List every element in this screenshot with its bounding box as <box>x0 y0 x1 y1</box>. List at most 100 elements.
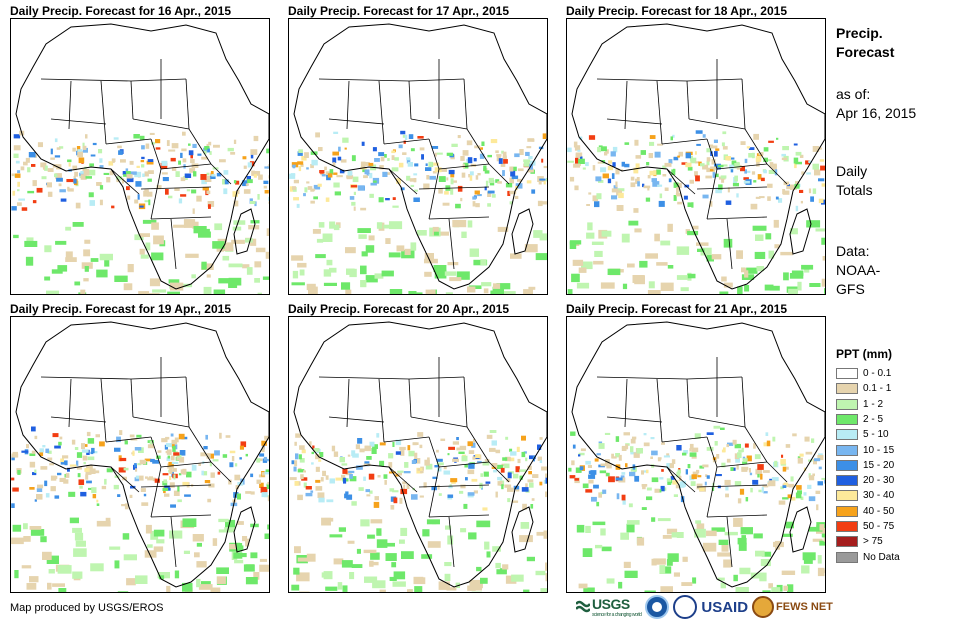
precip-cell <box>662 535 672 539</box>
precip-cell <box>663 455 670 458</box>
precip-cell <box>265 251 269 259</box>
precip-cell <box>306 283 316 291</box>
precip-cell <box>670 136 673 141</box>
precip-cell <box>650 437 655 440</box>
precip-cell <box>147 191 153 197</box>
precip-cell <box>753 180 757 183</box>
precip-cell <box>325 197 330 202</box>
agency-logos: USGS science for a changing world USAID F… <box>576 592 833 622</box>
precip-cell <box>311 159 318 166</box>
precip-cell <box>504 484 512 488</box>
precip-cell <box>721 276 727 282</box>
precip-cell <box>724 531 738 536</box>
precip-cell <box>520 522 530 529</box>
country-border <box>744 128 768 165</box>
precip-cell <box>134 199 139 204</box>
fews-globe-icon <box>752 596 775 618</box>
precip-cell <box>267 496 269 502</box>
precip-cell <box>721 449 726 453</box>
precip-cell <box>139 135 145 140</box>
precip-cell <box>207 498 212 503</box>
precip-cell <box>588 192 592 195</box>
precip-cell <box>320 477 324 482</box>
precip-cell <box>673 168 676 172</box>
precip-cell <box>745 497 749 502</box>
precip-cell <box>433 162 439 166</box>
precip-cell <box>737 286 743 294</box>
precip-cell <box>45 448 50 453</box>
precip-cell <box>517 458 521 464</box>
precip-cell <box>85 134 88 139</box>
precip-cell <box>96 182 102 186</box>
precip-cell <box>618 581 623 589</box>
precip-cell <box>315 486 323 491</box>
precip-cell <box>264 435 269 440</box>
precip-cell <box>507 190 511 196</box>
precip-cell <box>207 201 215 207</box>
precip-cell <box>263 185 267 189</box>
precip-cell <box>156 455 161 459</box>
precip-cell <box>404 134 408 140</box>
precip-cell <box>90 563 104 572</box>
precip-cell <box>259 558 267 562</box>
precip-cell <box>785 466 789 470</box>
precip-cell <box>289 477 297 481</box>
precip-cell <box>794 183 800 189</box>
precip-cell <box>716 454 720 459</box>
precip-cell <box>256 458 261 463</box>
precip-cell <box>182 481 189 486</box>
precip-cell <box>492 286 504 294</box>
precip-cell <box>657 143 663 146</box>
africa-coastline <box>15 321 269 588</box>
country-border <box>105 436 152 443</box>
precip-cell <box>50 475 57 481</box>
precip-cell <box>234 463 238 467</box>
precip-cell <box>54 495 60 499</box>
precip-cell <box>694 433 701 439</box>
precip-map <box>566 316 826 593</box>
precip-cell <box>208 141 212 146</box>
precip-cell <box>253 171 261 176</box>
country-border <box>378 378 385 443</box>
precip-cell <box>751 171 756 175</box>
precip-cell <box>369 490 373 494</box>
precip-cell <box>332 157 337 163</box>
precip-cell <box>785 444 791 448</box>
precip-cell <box>611 195 618 200</box>
precip-cell <box>104 478 107 485</box>
precip-cell <box>602 489 607 494</box>
precip-cell <box>790 476 794 482</box>
precip-cell <box>313 448 320 452</box>
precip-cell <box>166 140 170 146</box>
precip-cell <box>266 458 269 462</box>
precip-cell <box>329 534 343 538</box>
precip-cell <box>44 480 48 487</box>
precip-cell <box>50 148 53 155</box>
africa-map <box>11 23 269 294</box>
precip-cell <box>120 159 126 163</box>
precip-cell <box>400 130 406 135</box>
precip-cell <box>67 467 70 472</box>
precip-cell <box>677 201 683 205</box>
precip-cell <box>268 175 269 179</box>
precip-cell <box>702 134 706 138</box>
precip-cell <box>381 270 394 277</box>
precip-cell <box>432 226 439 235</box>
precip-cell <box>31 164 36 167</box>
precip-cell <box>621 446 627 451</box>
precip-cell <box>414 458 421 464</box>
country-border <box>706 168 718 220</box>
precip-cell <box>626 523 635 533</box>
precip-cell <box>268 164 269 167</box>
precip-cell <box>126 171 131 177</box>
precip-cell <box>467 469 475 475</box>
precip-cell <box>419 147 425 151</box>
precip-cell <box>743 177 749 180</box>
precip-cell <box>501 150 504 154</box>
precip-cell <box>790 496 796 501</box>
precip-cell <box>236 190 240 195</box>
precip-cell <box>378 197 384 203</box>
precip-cell <box>746 455 752 462</box>
precip-cell <box>455 203 461 209</box>
precip-cell <box>460 197 463 202</box>
